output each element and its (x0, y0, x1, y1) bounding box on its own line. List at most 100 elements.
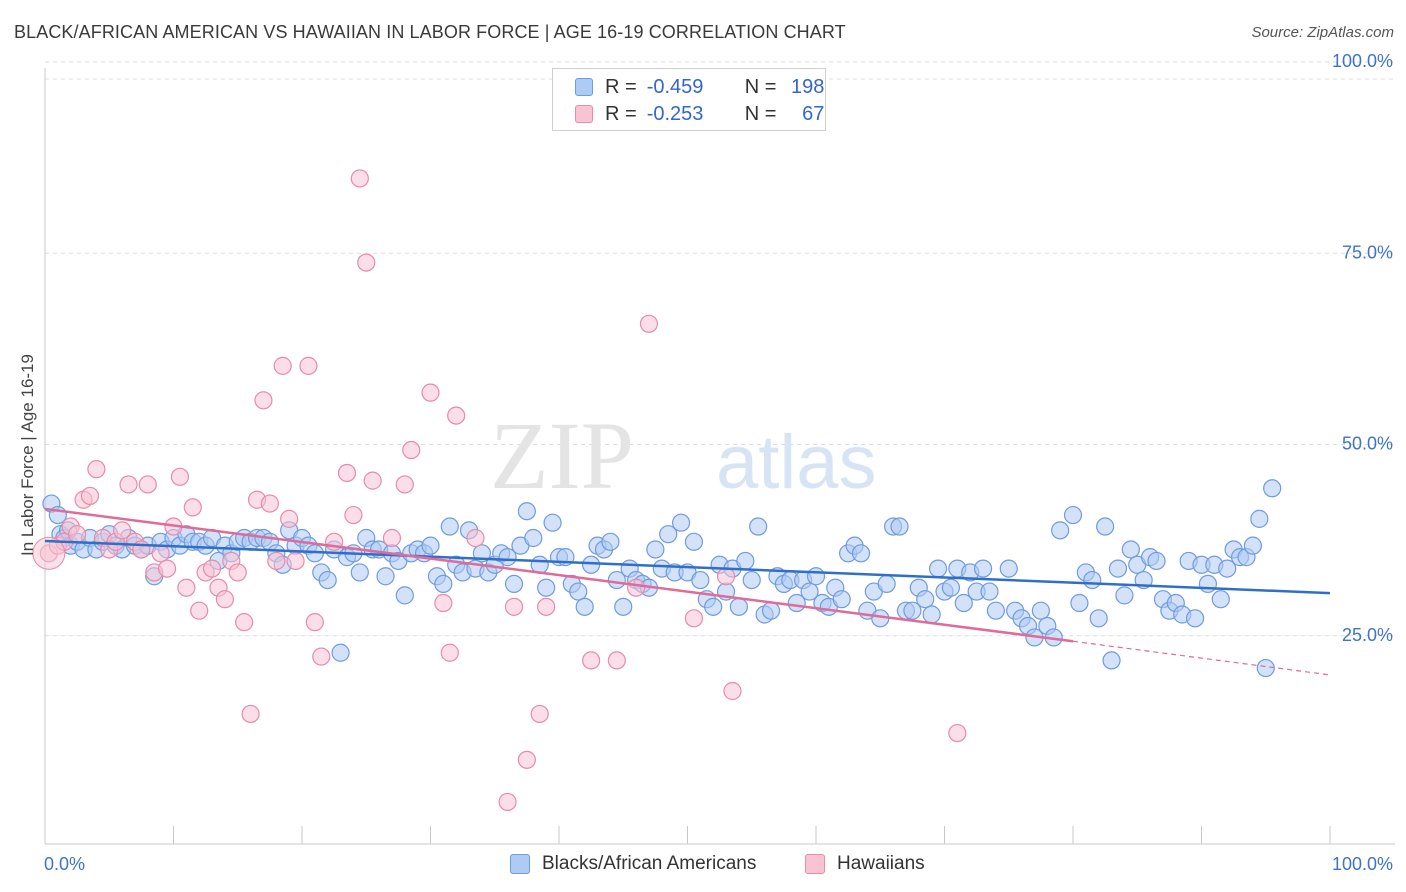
point-hawaiians (157, 559, 177, 578)
point-blacks (941, 578, 961, 597)
point-hawaiians (305, 613, 324, 632)
point-blacks (928, 559, 948, 578)
bottom-legend-blacks: Blacks/African Americans (510, 852, 756, 876)
y-tick-label: 50.0% (1342, 434, 1393, 454)
point-hawaiians (948, 723, 967, 743)
point-hawaiians (363, 471, 382, 490)
point-hawaiians-cluster (32, 536, 66, 570)
watermark-atlas: atlas (716, 420, 877, 505)
point-hawaiians (504, 597, 524, 616)
point-hawaiians (537, 597, 556, 616)
point-blacks (601, 532, 620, 551)
legend-row-blacks: R = -0.459 N = 198 (575, 75, 824, 99)
point-hawaiians (434, 593, 453, 613)
point-hawaiians (344, 505, 363, 525)
point-blacks (916, 590, 935, 609)
y-tick-label: 75.0% (1342, 242, 1393, 262)
point-blacks (646, 540, 665, 559)
point-blacks (691, 570, 710, 590)
point-blacks (1070, 593, 1089, 613)
point-blacks (504, 574, 524, 594)
point-hawaiians (498, 792, 517, 812)
point-blacks (1115, 586, 1134, 605)
point-hawaiians (382, 528, 402, 548)
legend-r-value-blacks: -0.459 (646, 75, 704, 98)
point-blacks (806, 567, 826, 586)
point-hawaiians (190, 601, 209, 620)
legend-r-label: R = (605, 75, 637, 98)
trend-lines (44, 507, 1331, 676)
point-hawaiians (151, 544, 170, 563)
point-blacks (903, 601, 922, 620)
point-hawaiians (421, 383, 440, 402)
point-blacks (980, 582, 999, 601)
point-blacks (498, 548, 517, 567)
source-label: Source: ZipAtlas.com (1251, 24, 1394, 41)
point-hawaiians (235, 613, 254, 632)
point-blacks (1147, 551, 1166, 571)
point-blacks (517, 502, 536, 521)
point-blacks (318, 570, 337, 590)
point-hawaiians (395, 475, 414, 494)
point-blacks (742, 570, 761, 590)
point-blacks (1256, 658, 1275, 678)
point-blacks (736, 551, 755, 571)
point-hawaiians (312, 647, 331, 666)
point-blacks (421, 536, 440, 555)
point-blacks (1185, 609, 1205, 628)
legend-r-label: R = (605, 102, 637, 125)
point-blacks (832, 590, 851, 609)
point-hawaiians (273, 356, 292, 375)
legend-n-label: N = (744, 75, 777, 98)
y-tick-label: 25.0% (1342, 625, 1393, 645)
x-tick-label-min: 0.0% (44, 854, 85, 874)
legend-swatch-hawaiians (575, 105, 593, 123)
point-blacks (954, 593, 973, 613)
point-hawaiians (530, 704, 549, 724)
point-hawaiians (440, 643, 459, 662)
legend-n-label: N = (744, 102, 777, 125)
point-blacks (350, 563, 369, 582)
point-hawaiians (350, 169, 369, 188)
point-blacks (1051, 521, 1070, 540)
point-blacks (543, 513, 562, 532)
point-blacks (986, 601, 1006, 620)
point-hawaiians (112, 521, 132, 540)
point-blacks (922, 605, 941, 624)
point-blacks (761, 601, 781, 620)
point-hawaiians (183, 498, 202, 517)
legend-row-hawaiians: R = -0.253 N = 67 (575, 102, 824, 126)
point-blacks (376, 567, 395, 586)
point-blacks (729, 597, 749, 616)
point-blacks (331, 643, 350, 662)
point-blacks (440, 517, 459, 536)
point-blacks (1063, 505, 1083, 525)
point-hawaiians (639, 314, 659, 333)
point-blacks (659, 525, 678, 544)
point-hawaiians (215, 590, 234, 609)
point-blacks (704, 597, 723, 616)
point-blacks (575, 597, 594, 616)
data-points (32, 169, 1282, 812)
point-hawaiians (684, 609, 704, 628)
point-hawaiians (267, 551, 286, 571)
point-blacks (524, 528, 543, 548)
point-blacks (1198, 574, 1218, 594)
point-hawaiians (626, 578, 646, 597)
point-blacks (1263, 479, 1282, 498)
point-hawaiians (607, 651, 626, 670)
point-blacks (800, 582, 819, 601)
bottom-legend-swatch-hawaiians (805, 854, 825, 874)
point-blacks (671, 513, 691, 532)
point-blacks (434, 574, 453, 594)
point-blacks (1250, 509, 1269, 528)
bottom-legend-swatch-blacks (510, 854, 530, 874)
axes (44, 68, 1395, 845)
point-hawaiians (170, 467, 190, 486)
point-hawaiians (337, 463, 357, 483)
bottom-legend-label-hawaiians: Hawaiians (837, 853, 925, 874)
y-axis-label: In Labor Force | Age 16-19 (18, 354, 37, 556)
point-hawaiians (299, 356, 318, 375)
point-hawaiians (68, 525, 87, 544)
